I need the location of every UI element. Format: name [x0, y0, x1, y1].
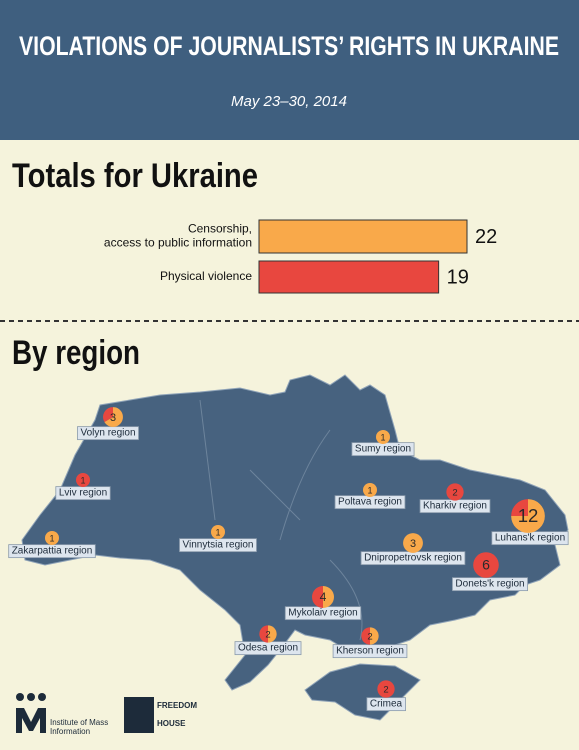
pie-wedge — [363, 483, 377, 497]
pie-wedge — [259, 625, 268, 643]
region-name: Odesa region — [238, 643, 298, 654]
pie-wedge — [76, 473, 90, 487]
region-name: Kharkiv region — [423, 501, 487, 512]
region-label: Poltava region — [334, 495, 406, 510]
region-total: 3 — [110, 412, 116, 424]
category-label: Physical violence — [160, 269, 252, 283]
region-label: Volyn region — [77, 426, 139, 441]
region-total: 2 — [265, 630, 270, 641]
region-name: Vinnytsia region — [183, 540, 254, 551]
institute-name: Institute of Mass Information — [50, 718, 109, 736]
region-label: Sumy region — [351, 442, 415, 457]
map-ukraine — [21, 374, 569, 691]
region-total: 2 — [383, 685, 388, 696]
region-label: Zakarpattia region — [8, 544, 96, 559]
region-name: Luhans'k region — [495, 533, 565, 544]
region-label: Kherson region — [332, 644, 408, 659]
subtitle: May 23–30, 2014 — [231, 93, 347, 110]
region-name: Mykolaiv region — [288, 608, 357, 619]
region-name: Dnipropetrovsk region — [364, 553, 462, 564]
pie-wedge — [312, 586, 323, 608]
region-label: Dnipropetrovsk region — [360, 551, 466, 566]
freedom-house-logo — [124, 697, 154, 733]
pie-wedge — [446, 483, 464, 501]
bar — [258, 219, 468, 254]
header-band — [0, 0, 579, 140]
pie-wedge — [268, 625, 277, 643]
region-total: 4 — [320, 590, 327, 604]
pie-wedge — [361, 627, 370, 645]
category-label: Censorship, access to public information — [104, 222, 252, 250]
pie-wedge — [511, 499, 528, 516]
section-title: By region — [12, 334, 140, 372]
pie-wedge — [323, 586, 334, 608]
region-total: 1 — [380, 432, 385, 442]
title: VIOLATIONS OF JOURNALISTS’ RIGHTS IN UKR… — [19, 31, 559, 61]
region-label: Kharkiv region — [419, 499, 491, 514]
region-name: Crimea — [370, 699, 403, 710]
region-label: Odesa region — [234, 641, 302, 656]
region-name: Sumy region — [355, 444, 411, 455]
pie-wedge — [104, 407, 123, 427]
region-total: 1 — [49, 533, 54, 543]
freedom-house-name: FREEDOM HOUSE — [157, 701, 197, 728]
region-label: Lviv region — [55, 486, 111, 501]
pie-wedge — [45, 531, 59, 545]
pie-wedge — [377, 680, 395, 698]
pie-wedge — [211, 525, 225, 539]
imi-logo — [16, 693, 46, 733]
pie-wedge — [473, 552, 499, 578]
map-crimea — [304, 663, 421, 721]
region-total: 12 — [518, 505, 539, 526]
region-total: 1 — [80, 475, 85, 485]
region-total: 3 — [410, 538, 416, 550]
bar — [258, 260, 440, 294]
pie-wedge — [370, 627, 379, 645]
region-total: 2 — [367, 632, 372, 643]
region-label: Luhans'k region — [491, 531, 569, 546]
pie-wedge — [403, 533, 423, 553]
region-name: Zakarpattia region — [12, 546, 93, 557]
label-box — [77, 426, 139, 441]
section-title: Totals for Ukraine — [12, 157, 258, 195]
region-total: 1 — [215, 527, 220, 537]
region-label: Crimea — [366, 697, 406, 712]
region-label: Donets'k region — [452, 577, 528, 592]
region-name: Kherson region — [336, 646, 404, 657]
pie-wedge — [103, 407, 113, 422]
region-borders — [199, 399, 363, 641]
region-total: 6 — [482, 557, 490, 573]
region-label: Vinnytsia region — [179, 538, 257, 553]
region-total: 2 — [452, 488, 457, 499]
label-box — [452, 577, 528, 592]
pie-wedge — [376, 430, 390, 444]
value-label: 19 — [447, 266, 469, 288]
region-total: 1 — [367, 485, 372, 495]
region-name: Poltava region — [338, 497, 402, 508]
region-label: Mykolaiv region — [284, 606, 362, 621]
value-label: 22 — [475, 226, 497, 248]
region-name: Volyn region — [80, 428, 135, 439]
region-name: Lviv region — [59, 488, 107, 499]
region-name: Donets'k region — [455, 579, 524, 590]
